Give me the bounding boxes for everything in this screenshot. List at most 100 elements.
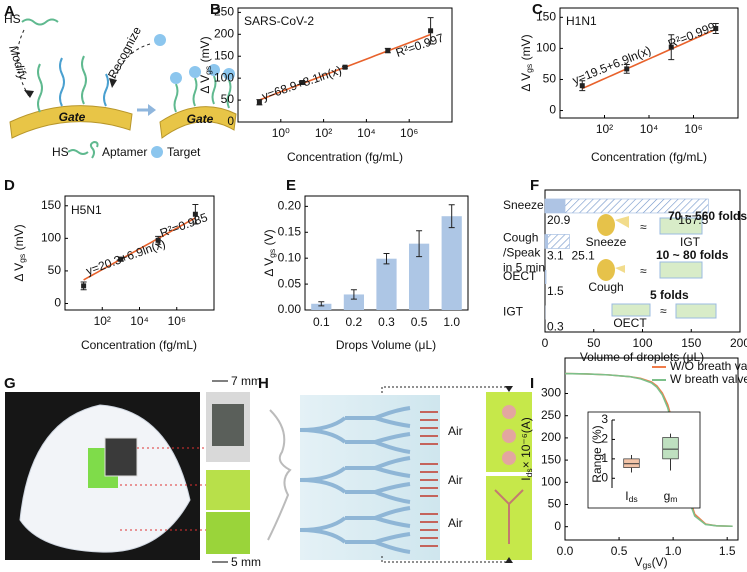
axis-title: Vgs(V) xyxy=(634,555,667,570)
icon-label: Cough xyxy=(588,280,623,294)
bar xyxy=(408,243,430,310)
flow-diagram xyxy=(502,451,516,465)
y-tick-label: 50 xyxy=(543,72,557,86)
value-label: 20.9 xyxy=(547,213,571,227)
data-point xyxy=(118,256,124,262)
y-tick-label: 200 xyxy=(541,430,561,444)
air-label: Air xyxy=(448,473,463,487)
axis-title: Δ Vgs (V) xyxy=(262,229,277,276)
plot-frame xyxy=(564,357,739,541)
panel-label: F xyxy=(530,177,539,194)
y-tick-label: 50 xyxy=(48,263,62,277)
panel-a-diagram xyxy=(189,66,201,78)
axis-title: Volume of droplets (μL) xyxy=(580,350,704,364)
flow-diagram xyxy=(502,429,516,443)
x-tick-label: 150 xyxy=(681,336,701,350)
fit-equation: y=20.3+6.9ln(x) xyxy=(84,236,167,278)
scale-bar-label: 7 mm xyxy=(231,374,261,388)
x-tick-label: 0.5 xyxy=(411,315,428,329)
axis-title-unit: (mV) xyxy=(12,224,26,253)
legend-label: W breath valve xyxy=(670,372,747,386)
panel-label: A xyxy=(4,3,15,20)
axis-title-text: V xyxy=(634,555,642,569)
y-tick-label: 50 xyxy=(221,92,235,106)
axis-title-unit: (mV) xyxy=(519,34,533,63)
axis-title: Δ Vgs (mV) xyxy=(12,224,27,281)
flow-diagram xyxy=(502,405,516,419)
droplet-icons xyxy=(597,214,615,236)
y-tick-label: 3 xyxy=(601,412,608,426)
annotation: 70 ~ 560 folds xyxy=(668,209,747,223)
y-tick-label: IGT xyxy=(503,305,524,319)
annotation: 5 folds xyxy=(650,288,689,302)
chart-title: H5N1 xyxy=(71,203,102,217)
x-tick-label: 0.2 xyxy=(346,315,363,329)
axis-title-unit: (V) xyxy=(652,555,668,569)
x-tick-label: 0.5 xyxy=(611,544,628,558)
axis-title-sub: gs xyxy=(17,254,27,263)
x-tick-label: 10⁶ xyxy=(168,314,186,328)
droplet-icons xyxy=(597,259,615,281)
x-tick-label: 50 xyxy=(587,336,601,350)
x-tick-label: 10⁶ xyxy=(400,126,418,140)
value-label: 3.1 xyxy=(547,249,564,263)
y-tick-label: 100 xyxy=(536,41,556,55)
flow-diagram xyxy=(299,506,411,554)
flow-diagram xyxy=(420,463,438,497)
flow-diagram xyxy=(505,386,513,392)
flow-diagram xyxy=(420,513,438,547)
y-tick-label: 0 xyxy=(54,296,61,310)
flow-diagram xyxy=(494,489,524,544)
chart-title: SARS-CoV-2 xyxy=(244,14,314,28)
value-label: 167.5 xyxy=(678,213,708,227)
y-tick-label: 0 xyxy=(227,114,234,128)
error-bar xyxy=(318,301,325,307)
panel-a-diagram xyxy=(9,18,237,159)
x-tick-label: 10⁶ xyxy=(684,122,702,136)
panel-a-diagram xyxy=(109,78,117,88)
panel-a-diagram xyxy=(226,79,232,109)
y-tick-label: 100 xyxy=(214,70,234,84)
photo-mask xyxy=(206,470,250,510)
x-tick-label: 0.3 xyxy=(378,315,395,329)
x-tick-label: 100 xyxy=(632,336,652,350)
x-tick-label: 10² xyxy=(94,314,111,328)
panel-label: G xyxy=(4,375,16,392)
panel-labels: A B C D E F G H I xyxy=(4,1,543,392)
bar xyxy=(544,234,570,249)
droplet-icons xyxy=(615,265,625,273)
x-tick-label: 1.5 xyxy=(719,544,736,558)
axis-title-unit: × 10⁻⁶(A) xyxy=(519,417,533,468)
axis-title-unit: (V) xyxy=(262,229,276,248)
x-tick-label: 0.0 xyxy=(557,544,574,558)
y-tick-label: in 5 min xyxy=(503,261,545,275)
photo-mask xyxy=(120,447,206,531)
axis-title-sub: gs xyxy=(524,64,534,73)
axis-title-sub: ds xyxy=(629,494,638,504)
y-tick-label: 100 xyxy=(541,474,561,488)
axis-title: Concentration (fg/mL) xyxy=(287,150,403,164)
icon-label: Sneeze xyxy=(586,235,627,249)
bar xyxy=(376,258,397,310)
axis-title-sub: gs xyxy=(267,249,277,258)
y-tick-label: 0 xyxy=(549,103,556,117)
x-tick-label: 1.0 xyxy=(665,544,682,558)
panel-a-diagram xyxy=(103,73,109,107)
axis-title-text: Δ V xyxy=(519,73,533,92)
x-tick-label: 10⁴ xyxy=(130,314,149,328)
x-tick-label: 200 xyxy=(730,336,747,350)
bar xyxy=(545,198,566,213)
bar xyxy=(343,294,365,310)
y-tick-label: 0.00 xyxy=(278,302,302,316)
icon-label: OECT xyxy=(613,316,647,330)
flow-diagram xyxy=(420,411,438,547)
y-tick-label: Sneeze xyxy=(503,198,544,212)
axis-title: Drops Volume (μL) xyxy=(336,338,436,352)
y-tick-label: 250 xyxy=(214,5,234,19)
data-point xyxy=(713,26,719,32)
chart-title: H1N1 xyxy=(566,14,597,28)
panel-a-diagram xyxy=(211,75,217,105)
data-point xyxy=(668,44,674,50)
axis-title-text: Δ V xyxy=(12,263,26,282)
